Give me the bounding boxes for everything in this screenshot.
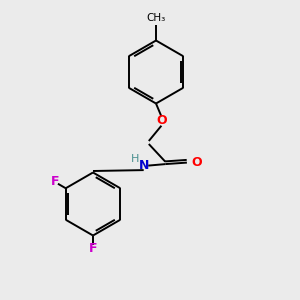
Text: N: N bbox=[139, 159, 149, 172]
Text: F: F bbox=[51, 176, 59, 188]
Text: F: F bbox=[89, 242, 97, 255]
Text: O: O bbox=[156, 114, 167, 128]
Text: H: H bbox=[131, 154, 140, 164]
Text: CH₃: CH₃ bbox=[146, 14, 166, 23]
Text: O: O bbox=[192, 156, 202, 169]
